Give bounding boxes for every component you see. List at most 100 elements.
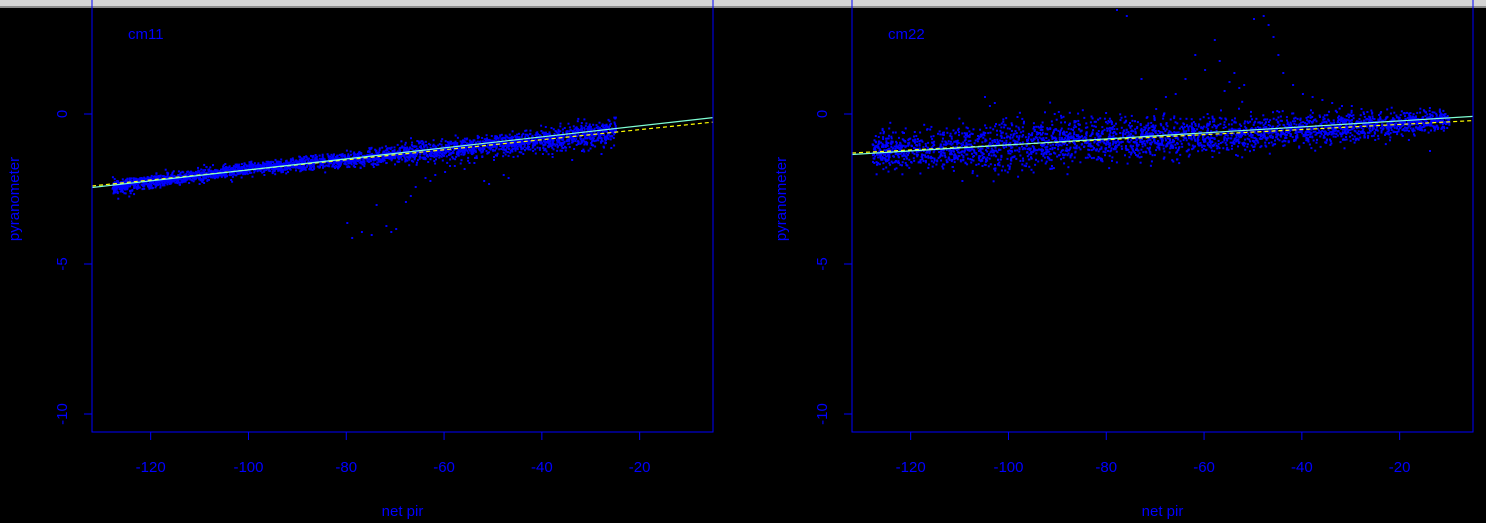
data-point	[1393, 111, 1396, 114]
data-point	[614, 116, 617, 119]
data-point	[950, 135, 953, 138]
data-point	[1438, 110, 1441, 113]
data-point	[1093, 125, 1096, 128]
data-point	[933, 140, 936, 143]
data-point	[406, 146, 409, 149]
data-point	[203, 182, 206, 184]
data-point	[398, 150, 401, 153]
data-point	[1426, 124, 1429, 127]
data-point	[609, 125, 611, 128]
data-point	[487, 146, 490, 149]
data-point	[245, 167, 248, 170]
data-point	[519, 142, 522, 145]
data-point	[1072, 135, 1075, 138]
outlier-point	[444, 171, 447, 173]
data-point	[1073, 156, 1076, 159]
data-point	[291, 166, 293, 168]
data-point	[518, 136, 521, 139]
data-point	[303, 156, 306, 158]
data-point	[1162, 117, 1165, 120]
data-point	[913, 159, 916, 162]
data-point	[1206, 142, 1209, 145]
data-point	[248, 170, 251, 173]
data-point	[444, 140, 447, 143]
data-point	[942, 151, 945, 154]
data-point	[1098, 157, 1101, 160]
data-point	[325, 164, 328, 167]
data-point	[987, 165, 990, 168]
data-point	[357, 160, 359, 162]
data-point	[561, 128, 564, 131]
data-point	[1127, 124, 1130, 127]
data-point	[1275, 136, 1278, 139]
data-point	[1285, 134, 1288, 136]
outlier-point	[522, 153, 525, 155]
data-point	[405, 148, 408, 151]
data-point	[396, 150, 399, 153]
data-point	[440, 153, 443, 155]
data-point	[1076, 135, 1078, 138]
data-point	[1422, 126, 1424, 128]
data-point	[188, 182, 191, 184]
data-point	[1011, 124, 1013, 126]
data-point	[511, 148, 514, 150]
data-point	[1206, 122, 1209, 125]
data-point	[134, 182, 136, 185]
data-point	[1350, 121, 1353, 124]
data-point	[185, 172, 188, 175]
data-point	[941, 165, 944, 168]
data-point	[1144, 144, 1147, 147]
data-point	[585, 133, 588, 136]
data-point	[126, 177, 129, 180]
data-point	[121, 190, 124, 193]
data-point	[1446, 117, 1449, 120]
data-point	[1347, 113, 1350, 116]
data-point	[523, 143, 526, 146]
data-point	[162, 179, 165, 182]
data-point	[524, 133, 527, 136]
data-point	[1438, 109, 1441, 112]
data-point	[292, 165, 295, 168]
data-point	[422, 143, 425, 146]
data-point	[1438, 108, 1441, 111]
data-point	[451, 150, 454, 153]
data-point	[328, 161, 331, 164]
data-point	[549, 143, 552, 146]
data-point	[115, 187, 118, 190]
data-point	[958, 131, 960, 134]
data-point	[153, 183, 155, 185]
data-point	[393, 149, 396, 152]
data-point	[266, 165, 268, 167]
data-point	[1147, 139, 1150, 142]
data-point	[1276, 138, 1279, 141]
outlier-point	[581, 150, 583, 152]
data-point	[1352, 114, 1355, 117]
data-point	[1097, 118, 1100, 121]
data-point	[511, 130, 514, 133]
data-point	[1183, 126, 1186, 128]
data-point	[461, 143, 464, 146]
data-point	[471, 153, 474, 156]
data-point	[990, 150, 993, 153]
data-point	[985, 139, 988, 142]
data-point	[477, 144, 480, 146]
data-point	[1363, 119, 1366, 122]
data-point	[596, 137, 599, 140]
data-point	[1032, 127, 1035, 130]
data-point	[1179, 140, 1182, 143]
data-point	[918, 142, 921, 145]
data-point	[212, 164, 214, 167]
data-point	[182, 179, 185, 182]
data-point	[495, 138, 498, 141]
data-point	[452, 157, 455, 160]
data-point	[263, 166, 266, 168]
data-point	[1063, 133, 1066, 136]
data-point	[179, 173, 182, 176]
data-point	[173, 178, 176, 181]
data-point	[1315, 120, 1318, 123]
data-point	[1320, 133, 1323, 136]
data-point	[515, 144, 518, 147]
data-point	[250, 163, 253, 166]
data-point	[507, 154, 510, 157]
data-point	[1268, 135, 1271, 138]
